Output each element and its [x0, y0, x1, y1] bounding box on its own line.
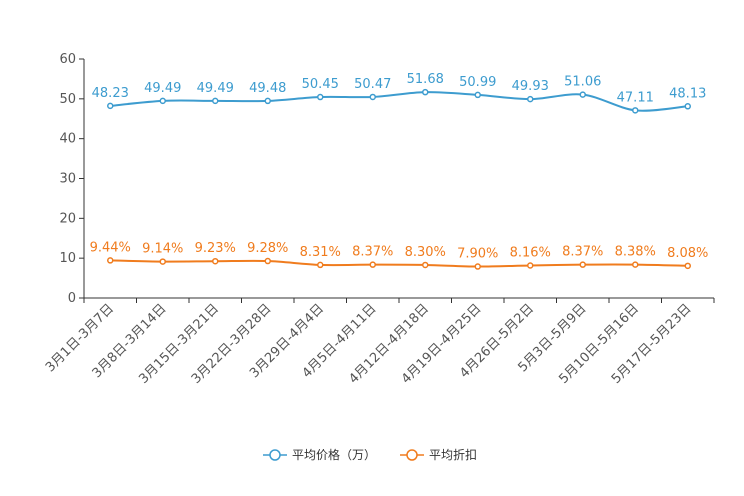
- series-layer: 48.23 49.49 49.49 49.48 50.45 50.47 51.68 50.99…: [90, 72, 708, 270]
- data-point: [212, 257, 219, 265]
- legend[interactable]: 平均价格（万） 平均折扣: [263, 447, 477, 462]
- legend-label: 平均折扣: [429, 447, 477, 462]
- legend-marker-icon: [269, 449, 281, 461]
- data-label: 9.14%: [142, 242, 183, 257]
- series-line: [110, 259, 688, 268]
- data-label: 8.31%: [300, 245, 341, 260]
- y-tick-label: 50: [59, 92, 76, 107]
- data-point: [579, 261, 586, 268]
- data-label: 51.06: [564, 75, 601, 90]
- legend-item-2[interactable]: 平均折扣: [400, 447, 477, 462]
- data-label: 49.48: [249, 81, 286, 96]
- y-tick-label: 10: [59, 251, 76, 266]
- y-tick-label: 30: [59, 172, 76, 187]
- data-point: [632, 261, 639, 268]
- data-label: 47.11: [617, 90, 654, 105]
- legend-item-1[interactable]: 平均价格（万）: [263, 447, 376, 462]
- data-label: 50.45: [302, 77, 339, 92]
- data-point: [422, 261, 429, 269]
- data-label: 8.30%: [405, 245, 446, 260]
- data-point: [264, 97, 271, 105]
- data-label: 48.23: [92, 86, 129, 101]
- data-label: 49.49: [144, 81, 181, 96]
- data-point: [317, 261, 324, 269]
- data-label: 49.49: [197, 81, 234, 96]
- data-point: [527, 262, 534, 269]
- data-point: [159, 97, 166, 105]
- data-label: 9.23%: [195, 241, 236, 256]
- data-label: 50.99: [459, 75, 496, 90]
- data-point: [474, 263, 481, 270]
- data-label: 49.93: [512, 79, 549, 94]
- data-point: [422, 88, 429, 96]
- series-2: 9.44% 9.14% 9.23% 9.28% 8.31% 8.37% 8.30% 7.90%…: [90, 240, 708, 270]
- data-point: [632, 107, 639, 114]
- data-point: [579, 91, 586, 98]
- data-point: [369, 93, 376, 101]
- data-point: [264, 257, 271, 265]
- data-label: 51.68: [407, 72, 444, 87]
- y-tick-label: 20: [59, 211, 76, 226]
- data-point: [474, 91, 481, 99]
- data-point: [684, 262, 691, 270]
- data-label: 9.44%: [90, 240, 131, 255]
- y-tick-label: 0: [68, 291, 76, 306]
- data-point: [317, 93, 324, 101]
- data-point: [369, 261, 376, 268]
- y-tick-label: 40: [59, 132, 76, 147]
- data-point: [159, 258, 166, 265]
- data-label: 48.13: [669, 86, 706, 101]
- data-point: [527, 95, 534, 103]
- data-point: [212, 97, 219, 105]
- data-point: [107, 102, 114, 110]
- legend-label: 平均价格（万）: [292, 447, 376, 462]
- data-label: 8.37%: [562, 245, 603, 260]
- data-label: 8.08%: [667, 246, 708, 261]
- data-point: [684, 103, 691, 110]
- data-label: 8.37%: [352, 245, 393, 260]
- data-label: 7.90%: [457, 247, 498, 262]
- data-label: 9.28%: [247, 241, 288, 256]
- series-1: 48.23 49.49 49.49 49.48 50.45 50.47 51.68 50.99…: [92, 72, 706, 114]
- series-line: [110, 91, 688, 112]
- legend-marker-icon: [406, 449, 418, 461]
- y-tick-label: 60: [59, 52, 76, 67]
- data-label: 8.16%: [510, 245, 551, 260]
- data-point: [107, 257, 114, 264]
- data-label: 8.38%: [615, 245, 656, 260]
- data-label: 50.47: [354, 77, 391, 92]
